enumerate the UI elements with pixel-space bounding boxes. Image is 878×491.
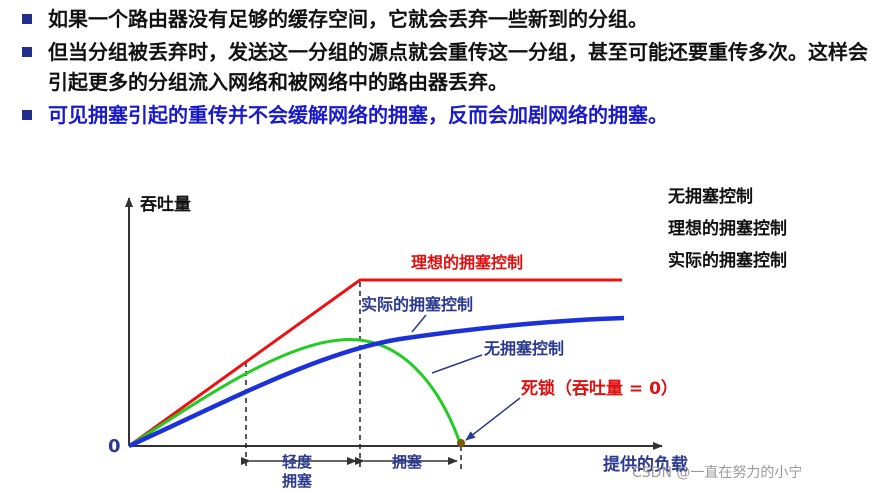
x-axis-label: 提供的负载 bbox=[603, 454, 688, 475]
ideal-control-curve bbox=[128, 278, 622, 448]
bullet-1-text: 如果一个路由器没有足够的缓存空间，它就会丢弃一些新到的分组。 bbox=[48, 7, 648, 31]
legend-item-ideal-control: 理想的拥塞控制 bbox=[668, 219, 787, 239]
label-actual-control: 实际的拥塞控制 bbox=[361, 295, 473, 314]
label-deadlock: 死锁（吞吐量 = 0） bbox=[521, 378, 678, 399]
deadlock-point bbox=[457, 439, 465, 447]
bullet-2: 但当分组被丢弃时，发送这一分组的源点就会重传这一分组，甚至可能还要重传多次。这样… bbox=[14, 37, 874, 97]
region-label-light-1: 轻度 bbox=[282, 453, 313, 471]
deadlock-arrow bbox=[465, 397, 521, 441]
bullet-3: 可见拥塞引起的重传并不会缓解网络的拥塞，反而会加剧网络的拥塞。 bbox=[14, 100, 874, 130]
legend-list: 无拥塞控制 理想的拥塞控制 实际的拥塞控制 bbox=[668, 181, 787, 277]
origin-label: 0 bbox=[108, 436, 121, 457]
no-control-curve bbox=[128, 338, 463, 448]
region-label-light-2: 拥塞 bbox=[282, 472, 313, 490]
label-actual-pointer bbox=[411, 314, 427, 333]
legend-item-actual-control: 实际的拥塞控制 bbox=[668, 251, 787, 271]
region-label-heavy: 拥塞 bbox=[392, 453, 423, 471]
y-axis-label: 吞吐量 bbox=[140, 194, 191, 215]
watermark: CSDN @一直在努力的小宁 bbox=[632, 464, 802, 481]
bullet-square-icon bbox=[22, 47, 32, 57]
bullet-2-text: 但当分组被丢弃时，发送这一分组的源点就会重传这一分组，甚至可能还要重传多次。这样… bbox=[48, 40, 868, 94]
bullet-square-icon bbox=[22, 110, 32, 120]
label-no-control-pointer bbox=[431, 354, 483, 374]
label-ideal-control: 理想的拥塞控制 bbox=[411, 253, 523, 272]
label-no-control: 无拥塞控制 bbox=[483, 339, 564, 358]
bullet-list: 如果一个路由器没有足够的缓存空间，它就会丢弃一些新到的分组。 但当分组被丢弃时，… bbox=[14, 4, 874, 130]
actual-control-curve bbox=[128, 315, 625, 449]
bullet-3-text: 可见拥塞引起的重传并不会缓解网络的拥塞，反而会加剧网络的拥塞。 bbox=[48, 103, 668, 127]
bullet-1: 如果一个路由器没有足够的缓存空间，它就会丢弃一些新到的分组。 bbox=[14, 4, 874, 34]
bullet-square-icon bbox=[22, 14, 32, 24]
legend-item-no-control: 无拥塞控制 bbox=[668, 187, 753, 207]
